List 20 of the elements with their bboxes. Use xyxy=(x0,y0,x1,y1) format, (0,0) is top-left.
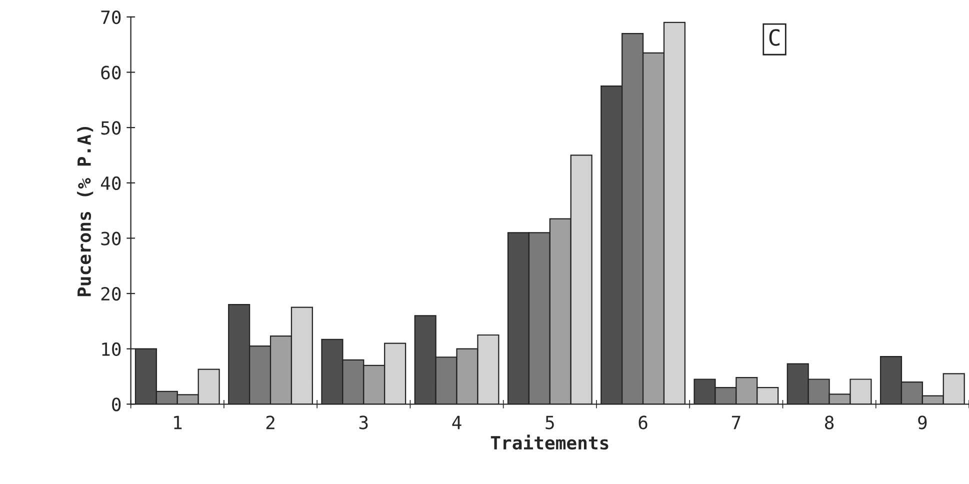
annotation: C xyxy=(769,29,780,46)
x-tick-label: 9 xyxy=(918,416,927,430)
x-tick-label: 3 xyxy=(359,416,368,430)
y-tick-label: 50 xyxy=(101,121,121,135)
x-tick-label: 4 xyxy=(452,416,462,430)
x-tick-label: 8 xyxy=(825,416,834,430)
y-tick-label: 10 xyxy=(102,342,121,356)
x-tick-label: 6 xyxy=(638,416,648,430)
y-axis-title: Pucerons (% P.A) xyxy=(77,126,94,296)
y-tick-label: 40 xyxy=(100,176,121,190)
y-tick-label: 0 xyxy=(112,398,121,412)
x-axis-title: Traitements xyxy=(490,434,608,450)
y-tick-label: 60 xyxy=(101,66,121,80)
y-tick-label: 70 xyxy=(101,10,121,24)
x-tick-label: 2 xyxy=(266,416,274,430)
x-tick-label: 7 xyxy=(732,416,740,430)
x-tick-label: 1 xyxy=(174,416,182,430)
x-tick-label: 5 xyxy=(546,416,554,430)
y-tick-label: 30 xyxy=(101,232,121,246)
y-tick-label: 20 xyxy=(101,287,121,301)
